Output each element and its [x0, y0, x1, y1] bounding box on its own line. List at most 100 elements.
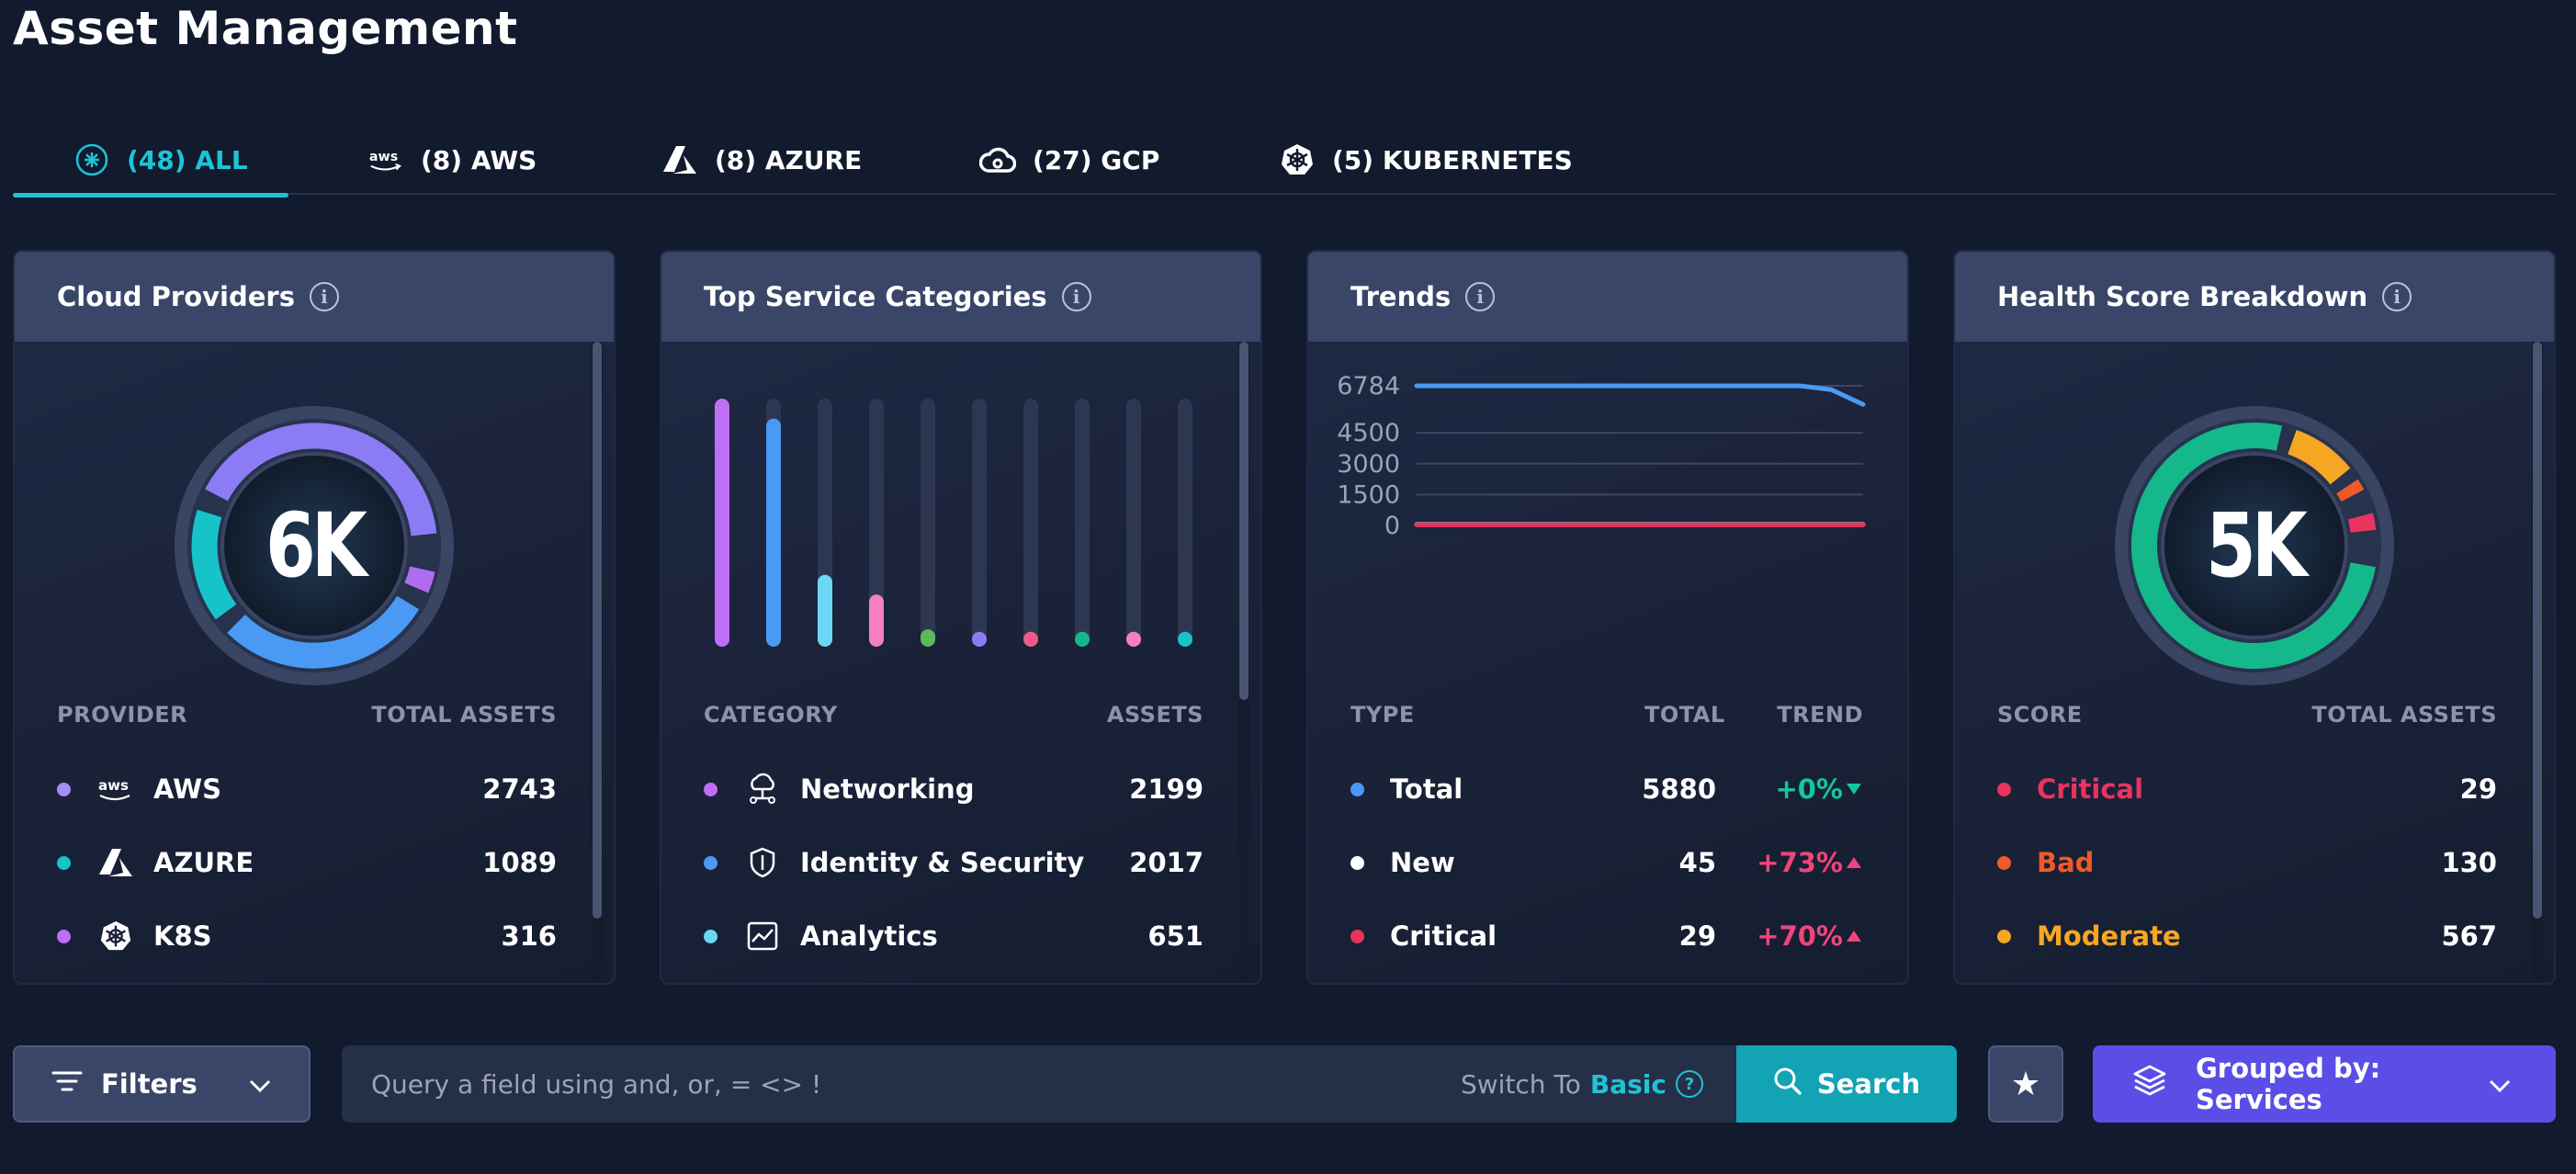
health-title: Health Score Breakdown [1997, 281, 2368, 312]
trend-label: New [1390, 847, 1455, 878]
info-icon[interactable]: i [309, 282, 339, 311]
group-by-button[interactable]: Grouped by: Services [2093, 1045, 2556, 1123]
tab-all[interactable]: (48) ALL [13, 125, 288, 198]
health-row-critical[interactable]: Critical 29 [1997, 766, 2497, 812]
legend-dot [1997, 782, 2011, 796]
triangle-up-icon [1847, 857, 1861, 868]
series-line[interactable] [1414, 383, 1866, 407]
service-value: 2199 [1129, 773, 1203, 805]
switch-to-label: Switch To [1460, 1068, 1581, 1100]
cloud-providers-title: Cloud Providers [57, 281, 295, 312]
provider-value: 2743 [482, 773, 557, 805]
help-icon[interactable]: ? [1676, 1070, 1703, 1098]
bar-fill[interactable] [972, 631, 987, 647]
bar-fill[interactable] [818, 574, 832, 647]
service-value: 651 [1147, 920, 1203, 952]
filters-button[interactable]: Filters [13, 1045, 311, 1123]
triangle-up-icon [1847, 931, 1861, 942]
provider-value: 316 [501, 920, 557, 952]
azure-icon [96, 843, 135, 882]
trend-change: +0% [1716, 773, 1863, 805]
health-row-moderate[interactable]: Moderate 567 [1997, 913, 2497, 959]
trend-row-total[interactable]: Total 5880 +0% [1350, 766, 1863, 812]
legend-dot [704, 929, 717, 943]
service-row-networking[interactable]: Networking 2199 [704, 766, 1203, 812]
bar-track [1075, 399, 1090, 647]
scrollbar[interactable] [592, 342, 603, 983]
info-icon[interactable]: i [1465, 282, 1496, 311]
scroll-thumb[interactable] [2533, 342, 2542, 919]
col-total-assets: TOTAL ASSETS [371, 702, 557, 728]
health-value: 29 [2459, 773, 2497, 805]
bar-fill[interactable] [766, 418, 781, 647]
scrollbar[interactable] [1238, 342, 1249, 983]
donut-segment-good [2131, 423, 2376, 669]
bar-track [1023, 399, 1038, 647]
service-label: Identity & Security [800, 847, 1085, 878]
shield-icon [743, 843, 782, 882]
tab-azure-label: (8) AZURE [715, 144, 863, 175]
health-value: 567 [2441, 920, 2497, 952]
trend-total: 5880 [1642, 773, 1716, 805]
donut-segment-bad [2336, 479, 2365, 502]
cloud-providers-card: Cloud Providers i 6K PROVIDER TOTAL ASSE… [13, 250, 616, 985]
cloud-providers-header: Cloud Providers i [15, 252, 614, 342]
health-row-bad[interactable]: Bad 130 [1997, 840, 2497, 886]
legend-dot [57, 929, 71, 943]
bar-fill[interactable] [1023, 631, 1038, 647]
info-icon[interactable]: i [2382, 282, 2412, 311]
bar-fill[interactable] [1178, 631, 1192, 647]
provider-tabs: (48) ALL aws (8) AWS (8) AZURE (27) GCP … [13, 125, 2556, 198]
y-tick-label: 6784 [1337, 372, 1400, 401]
switch-basic-link[interactable]: Basic [1589, 1068, 1666, 1100]
tab-azure[interactable]: (8) AZURE [661, 125, 862, 195]
scroll-thumb[interactable] [593, 342, 602, 919]
search-button[interactable]: Search [1736, 1045, 1957, 1123]
filters-label: Filters [101, 1068, 198, 1100]
bar-fill[interactable] [869, 594, 884, 647]
scroll-thumb[interactable] [1239, 342, 1248, 700]
favorites-button[interactable]: ★ [1988, 1045, 2063, 1123]
top-services-header: Top Service Categories i [661, 252, 1260, 342]
tab-kubernetes[interactable]: (5) KUBERNETES [1279, 125, 1573, 195]
health-donut: 5K [2107, 399, 2401, 693]
col-trend: TREND [1777, 702, 1863, 728]
donut-segment-k8s [404, 566, 435, 593]
y-tick-label: 3000 [1337, 450, 1400, 479]
col-total: TOTAL [1644, 702, 1725, 728]
chevron-down-icon [248, 1068, 272, 1100]
bar-fill[interactable] [1126, 631, 1141, 647]
azure-icon [661, 141, 698, 178]
switch-mode[interactable]: Switch To Basic ? [1461, 1069, 1703, 1100]
provider-label: K8S [153, 920, 212, 952]
svg-text:aws: aws [369, 150, 398, 164]
bar-fill[interactable] [1075, 631, 1090, 647]
triangle-down-icon [1847, 784, 1861, 795]
trend-row-critical[interactable]: Critical 29 +70% [1350, 913, 1863, 959]
col-type: TYPE [1350, 702, 1415, 728]
info-icon[interactable]: i [1061, 282, 1091, 311]
col-total-assets: TOTAL ASSETS [2311, 702, 2497, 728]
bar-fill[interactable] [715, 399, 729, 647]
trend-row-new[interactable]: New 45 +73% [1350, 840, 1863, 886]
tab-all-label: (48) ALL [127, 144, 248, 175]
provider-row-aws[interactable]: aws AWS 2743 [57, 766, 557, 812]
health-label: Critical [2037, 773, 2144, 805]
providers-donut: 6K [167, 399, 461, 693]
page-title: Asset Management [13, 2, 518, 55]
service-row-analytics[interactable]: Analytics 651 [704, 913, 1203, 959]
tab-aws[interactable]: aws (8) AWS [367, 125, 537, 195]
all-icon [73, 141, 110, 178]
tab-gcp[interactable]: (27) GCP [979, 125, 1159, 195]
aws-icon: aws [367, 141, 404, 178]
provider-row-k8s[interactable]: K8S 316 [57, 913, 557, 959]
query-input[interactable] [371, 1068, 1461, 1100]
health-total: 5K [2206, 494, 2308, 597]
scrollbar[interactable] [2532, 342, 2543, 983]
gcp-icon [979, 141, 1016, 178]
bar-fill[interactable] [921, 629, 935, 647]
provider-row-azure[interactable]: AZURE 1089 [57, 840, 557, 886]
service-row-identity[interactable]: Identity & Security 2017 [704, 840, 1203, 886]
col-assets: ASSETS [1106, 702, 1203, 728]
